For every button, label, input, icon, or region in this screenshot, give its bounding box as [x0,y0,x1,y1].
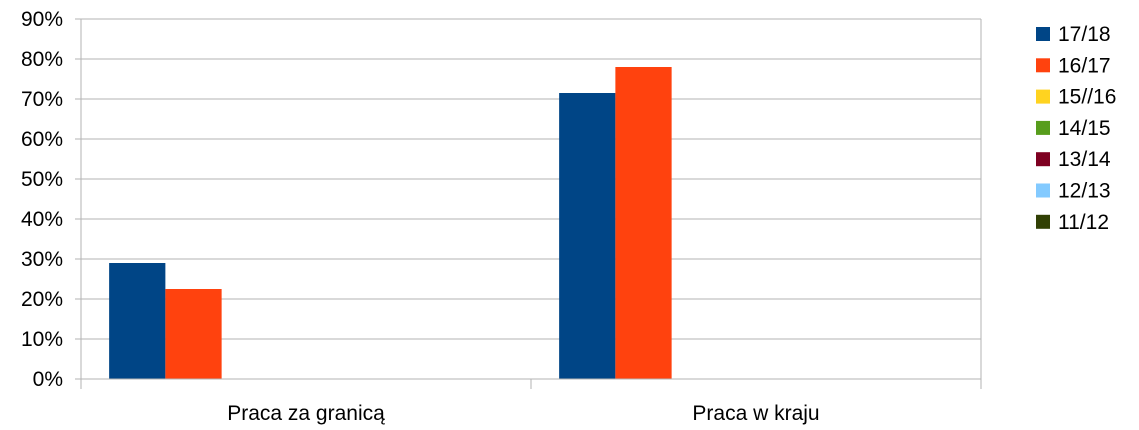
legend-label: 16/17 [1058,54,1111,77]
y-tick-label: 70% [21,88,63,111]
bar-17-18-0 [109,263,166,379]
y-tick-label: 80% [21,48,63,71]
legend-swatch [1036,89,1050,104]
bar-17-18-1 [559,93,616,379]
bar-16-17-1 [615,67,672,379]
y-tick-label: 30% [21,248,63,271]
legend-swatch [1036,120,1050,135]
legend-label: 13/14 [1058,148,1111,171]
y-tick-label: 10% [21,328,63,351]
legend-label: 14/15 [1058,117,1111,140]
bar-16-17-0 [165,289,222,379]
y-tick-label: 20% [21,288,63,311]
legend-label: 11/12 [1058,211,1109,234]
bars [109,67,672,379]
x-category-label: Praca w kraju [692,402,819,425]
y-tick-label: 50% [21,168,63,191]
legend-swatch [1036,214,1050,229]
legend-label: 17/18 [1058,23,1111,46]
y-tick-label: 0% [33,368,63,391]
legend-label: 12/13 [1058,180,1111,203]
legend-swatch [1036,183,1050,198]
y-tick-label: 40% [21,208,63,231]
x-category-label: Praca za granicą [227,402,385,425]
y-tick-label: 90% [21,8,63,31]
legend-swatch [1036,152,1050,167]
gridlines [75,18,981,380]
legend-label: 15//16 [1058,86,1116,109]
y-tick-label: 60% [21,128,63,151]
legend-swatch [1036,58,1050,73]
y-axis-tick-labels: 0% 10% 20% 30% 40% 50% 60% 70% 80% 90% [21,8,63,391]
axes [80,19,982,389]
x-axis-category-labels: Praca za granicą Praca w kraju [227,402,819,425]
legend: 17/18 16/17 15//16 14/15 13/14 12/13 11/12 [1036,23,1116,234]
legend-swatch [1036,27,1050,41]
